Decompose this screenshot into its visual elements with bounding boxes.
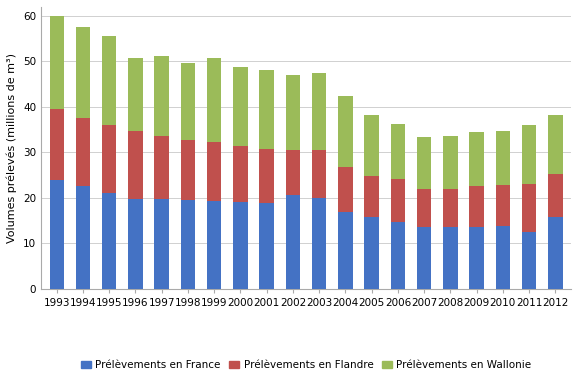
- Bar: [154, 56, 169, 135]
- Bar: [364, 217, 379, 289]
- Bar: [391, 179, 405, 222]
- Bar: [207, 58, 221, 142]
- Bar: [49, 109, 64, 179]
- Bar: [76, 27, 90, 118]
- Bar: [260, 149, 274, 203]
- Bar: [181, 63, 195, 140]
- Bar: [417, 137, 431, 189]
- Bar: [364, 115, 379, 176]
- Bar: [102, 193, 116, 289]
- Bar: [233, 147, 248, 202]
- Bar: [154, 199, 169, 289]
- Bar: [443, 189, 457, 227]
- Bar: [76, 186, 90, 289]
- Bar: [496, 185, 510, 226]
- Bar: [443, 137, 457, 189]
- Bar: [548, 115, 563, 174]
- Bar: [338, 97, 353, 167]
- Bar: [470, 132, 484, 186]
- Bar: [49, 16, 64, 109]
- Bar: [128, 131, 143, 199]
- Bar: [470, 186, 484, 227]
- Bar: [102, 37, 116, 125]
- Bar: [286, 150, 300, 195]
- Bar: [522, 125, 536, 184]
- Bar: [181, 140, 195, 201]
- Y-axis label: Volumes prélevés (millions de m³): Volumes prélevés (millions de m³): [7, 53, 17, 243]
- Bar: [207, 201, 221, 289]
- Bar: [338, 212, 353, 289]
- Bar: [181, 201, 195, 289]
- Bar: [233, 202, 248, 289]
- Bar: [102, 125, 116, 193]
- Bar: [548, 217, 563, 289]
- Bar: [312, 73, 327, 150]
- Bar: [496, 131, 510, 185]
- Bar: [286, 75, 300, 150]
- Bar: [260, 203, 274, 289]
- Legend: Prélèvements en France, Prélèvements en Flandre, Prélèvements en Wallonie: Prélèvements en France, Prélèvements en …: [77, 356, 535, 370]
- Bar: [364, 176, 379, 217]
- Bar: [154, 135, 169, 199]
- Bar: [522, 232, 536, 289]
- Bar: [470, 227, 484, 289]
- Bar: [49, 179, 64, 289]
- Bar: [338, 167, 353, 212]
- Bar: [128, 58, 143, 131]
- Bar: [443, 227, 457, 289]
- Bar: [233, 67, 248, 147]
- Bar: [417, 189, 431, 227]
- Bar: [286, 195, 300, 289]
- Bar: [496, 226, 510, 289]
- Bar: [312, 150, 327, 198]
- Bar: [548, 174, 563, 217]
- Bar: [417, 227, 431, 289]
- Bar: [260, 70, 274, 149]
- Bar: [312, 198, 327, 289]
- Bar: [76, 118, 90, 186]
- Bar: [522, 184, 536, 232]
- Bar: [391, 124, 405, 179]
- Bar: [128, 199, 143, 289]
- Bar: [391, 222, 405, 289]
- Bar: [207, 142, 221, 201]
